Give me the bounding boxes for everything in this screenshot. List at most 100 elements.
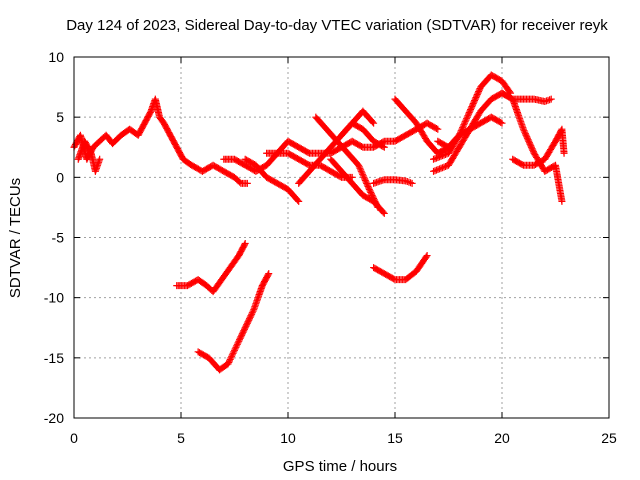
data-point [541,98,549,106]
series-arc-17 [498,89,555,106]
data-point [558,197,566,205]
data-point [227,354,235,362]
data-point [238,330,246,338]
data-point [463,115,471,123]
series-arc-2 [74,137,104,175]
data-point [471,97,479,105]
data-point [241,324,249,332]
data-point [405,178,413,186]
data-point [546,96,554,104]
data-point [230,348,238,356]
data-point [525,139,533,147]
data-point [434,153,442,161]
data-point [367,188,375,196]
data-point [403,178,411,186]
data-point [265,270,273,278]
data-point [528,145,536,153]
data-point [524,136,532,144]
data-point [407,179,415,187]
data-point [245,315,253,323]
x-axis-title: GPS time / hours [283,458,397,475]
data-point [363,179,371,187]
data-point [240,325,248,333]
data-point [467,106,475,114]
y-tick-label: -5 [52,230,65,246]
data-point [233,340,241,348]
data-point [248,309,256,317]
data-point [367,190,375,198]
data-point [498,119,506,127]
chart-title: Day 124 of 2023, Sidereal Day-to-day VTE… [66,17,608,34]
y-tick-label: 0 [56,169,64,185]
data-point [440,151,448,159]
y-tick-label: -10 [44,290,64,306]
data-point [525,137,533,145]
data-point [463,113,471,121]
data-point [527,143,535,151]
data-series [70,71,568,374]
data-point [436,153,444,161]
data-point [431,167,439,175]
data-point [462,116,470,124]
data-point [365,185,373,193]
data-point [522,131,530,139]
data-point [473,91,481,99]
x-tick-label: 20 [494,430,510,446]
axis-ticks: 0 5 10 15 20 25 -20 -15 -10 -5 0 5 10 [44,49,617,446]
data-point [433,166,441,174]
data-point [439,164,447,172]
data-point [440,163,448,171]
data-point [472,94,480,102]
data-point [225,358,233,366]
y-tick-label: -20 [44,410,64,426]
data-point [247,312,255,320]
data-point [243,321,251,329]
x-tick-label: 5 [177,430,185,446]
data-point [365,184,373,192]
data-point [442,163,450,171]
data-point [430,155,438,163]
data-point [379,142,387,150]
series-arc-16 [509,125,568,169]
data-point [466,107,474,115]
data-point [226,355,234,363]
data-point [246,313,254,321]
data-point [248,310,256,318]
data-point [521,130,529,138]
data-point [363,181,371,189]
data-point [431,155,439,163]
data-point [243,319,251,327]
series-arc-6 [312,113,382,211]
series-arc-15 [498,89,566,205]
data-point [464,112,472,120]
data-point [240,241,248,249]
series-arc-18 [173,240,249,296]
data-point [459,124,467,132]
data-point [361,175,369,183]
data-point [236,334,244,342]
data-point [234,339,242,347]
data-point [359,172,367,180]
data-point [465,109,473,117]
data-point [357,167,365,175]
data-point [243,179,251,187]
series-arc-1 [70,95,251,187]
data-point [465,110,473,118]
data-point [295,197,303,205]
data-point [423,252,431,260]
data-point [226,357,234,365]
x-tick-label: 15 [387,430,403,446]
data-point [433,154,441,162]
data-point [461,119,469,127]
data-point [235,336,243,344]
data-point [379,208,387,216]
data-point [475,88,483,96]
data-point [402,177,410,185]
data-point [231,346,238,354]
data-point [241,240,249,248]
data-point [422,253,430,261]
data-point [470,98,478,106]
data-point [434,125,442,133]
data-point [364,182,372,190]
